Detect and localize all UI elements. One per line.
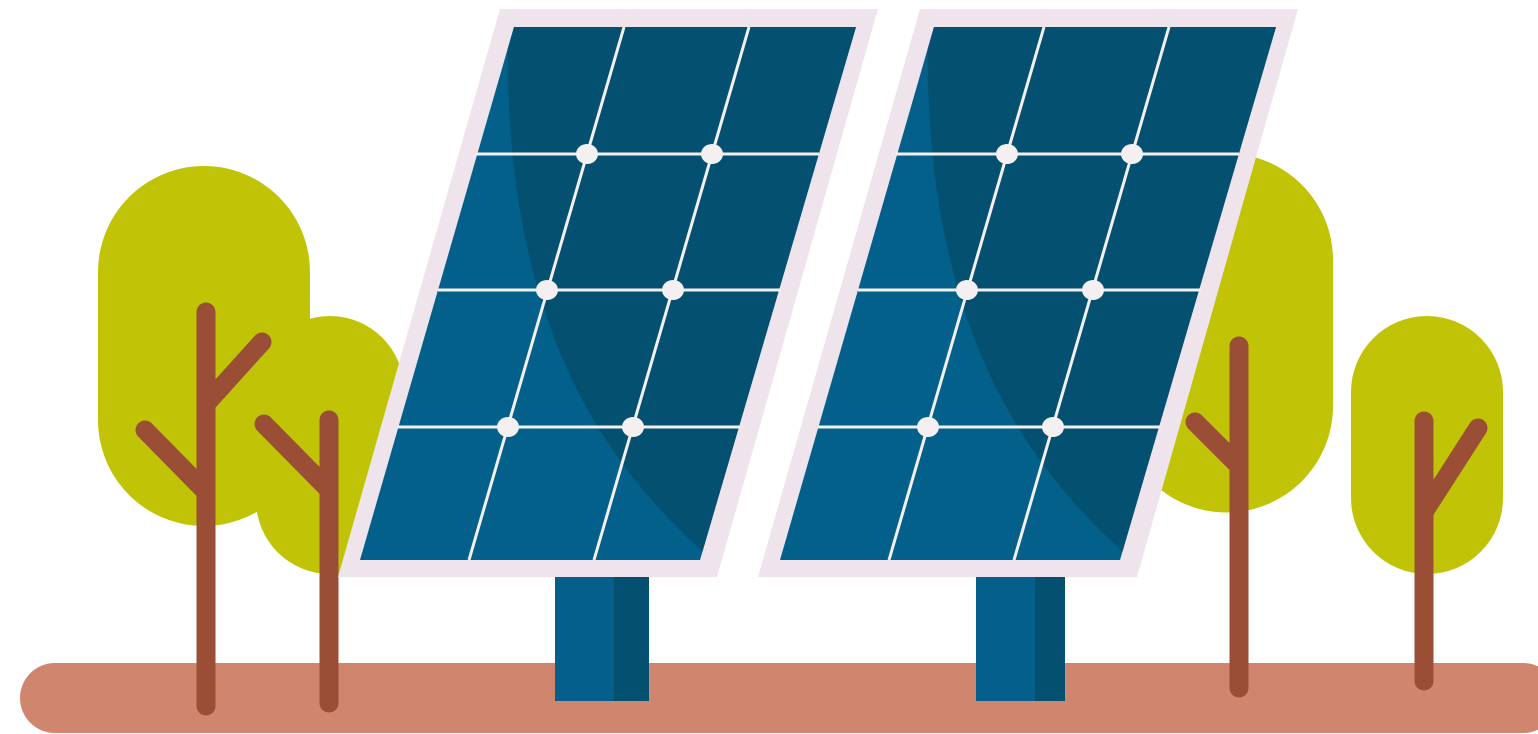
panel-grid [818, 26, 1239, 561]
solar-panel-left [338, 9, 878, 577]
tree-trunk-left-small [254, 410, 339, 713]
tree-trunk-left [135, 302, 272, 716]
tree-trunk-right [1185, 336, 1249, 698]
panel-joints [497, 144, 723, 437]
tree-trunk-far-right [1414, 411, 1488, 691]
panel-joints [917, 144, 1143, 437]
panel-pole-left [555, 570, 649, 701]
panel-pole-right [976, 570, 1065, 701]
ground-strip [20, 663, 1538, 733]
